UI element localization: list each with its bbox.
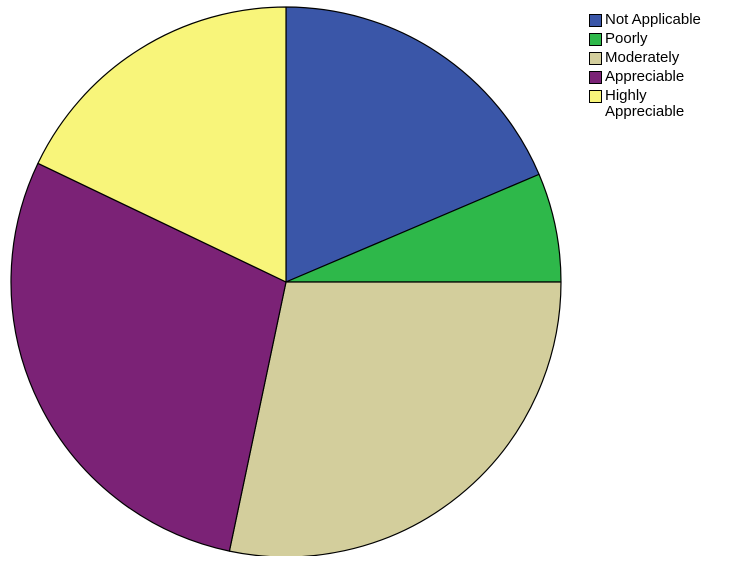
chart-legend: Not Applicable Poorly Moderately Appreci…	[589, 12, 753, 123]
legend-swatch	[589, 71, 602, 84]
legend-swatch	[589, 90, 602, 103]
legend-item-poorly: Poorly	[589, 31, 753, 47]
legend-swatch	[589, 52, 602, 65]
legend-label: Appreciable	[605, 68, 685, 85]
legend-item-highly-appreciable: Highly Appreciable	[589, 88, 753, 120]
legend-swatch	[589, 14, 602, 27]
legend-item-not-applicable: Not Applicable	[589, 12, 753, 28]
pie-slice-appreciable	[10, 162, 287, 552]
legend-swatch	[589, 33, 602, 46]
legend-label: Highly Appreciable	[605, 87, 685, 120]
pie-slice-highly-appreciable	[37, 6, 287, 283]
legend-label: Moderately	[605, 49, 680, 66]
legend-item-appreciable: Appreciable	[589, 69, 753, 85]
pie-slice-moderately	[228, 281, 562, 558]
legend-item-moderately: Moderately	[589, 50, 753, 66]
legend-label: Poorly	[605, 30, 648, 47]
pie-slice-poorly	[285, 173, 562, 283]
legend-label: Not Applicable	[605, 11, 701, 28]
pie-slice-not-applicable	[285, 6, 540, 283]
